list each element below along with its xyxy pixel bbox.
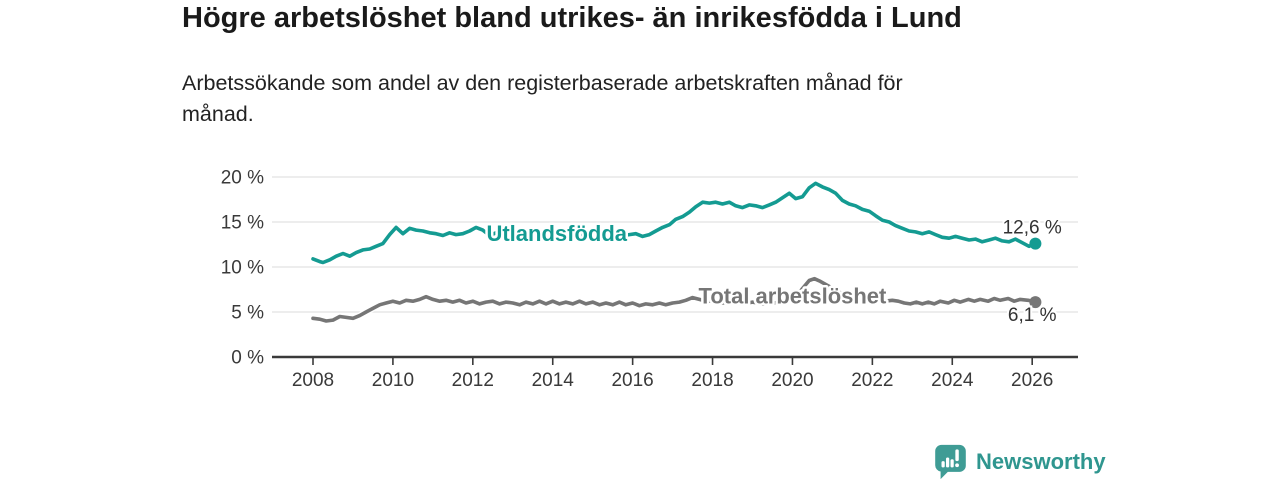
x-tick-label: 2020: [771, 370, 813, 391]
y-tick-label: 0 %: [231, 348, 264, 369]
logo-exclamation-dot: [955, 463, 959, 468]
y-tick-label: 5 %: [231, 303, 264, 324]
series-end-dot-1: [1029, 296, 1042, 309]
x-tick-label: 2024: [931, 370, 974, 391]
end-value-label-1: 6,1 %: [1008, 305, 1057, 326]
x-tick-label: 2016: [611, 370, 653, 391]
series-line-1: [311, 276, 1038, 323]
y-tick-label: 15 %: [221, 213, 264, 234]
x-tick-label: 2008: [292, 370, 334, 391]
x-tick-label: 2022: [851, 370, 893, 391]
x-tick-label: 2014: [532, 370, 575, 391]
x-tick-label: 2010: [372, 370, 414, 391]
y-tick-label: 10 %: [221, 258, 264, 279]
chart-subtitle-line-2: månad.: [182, 102, 254, 126]
newsworthy-brand-text: Newsworthy: [976, 449, 1106, 474]
y-tick-label: 20 %: [221, 168, 264, 189]
series-label-0: Utlandsfödda: [486, 221, 627, 246]
newsworthy-logo-icon: [935, 444, 966, 480]
x-tick-label: 2026: [1011, 370, 1053, 391]
newsworthy-brand: Newsworthy: [934, 444, 1106, 480]
chart-subtitle-line-1: Arbetssökande som andel av den registerb…: [182, 71, 903, 95]
x-tick-label: 2018: [691, 370, 733, 391]
x-tick-label: 2012: [452, 370, 494, 391]
logo-bar-short: [941, 461, 945, 468]
chart-title: Högre arbetslöshet bland utrikes- än inr…: [182, 2, 962, 34]
series-end-dot-0: [1029, 237, 1042, 250]
logo-bar-medium: [950, 459, 954, 468]
series-line-0: [311, 181, 1038, 265]
logo-bar-tall: [946, 457, 950, 468]
end-value-label-0: 12,6 %: [1003, 217, 1062, 238]
series-label-1: Total arbetslöshet: [699, 283, 888, 308]
logo-exclamation-bar: [955, 449, 959, 462]
chart-subtitle: Arbetssökande som andel av den registerb…: [182, 68, 903, 130]
